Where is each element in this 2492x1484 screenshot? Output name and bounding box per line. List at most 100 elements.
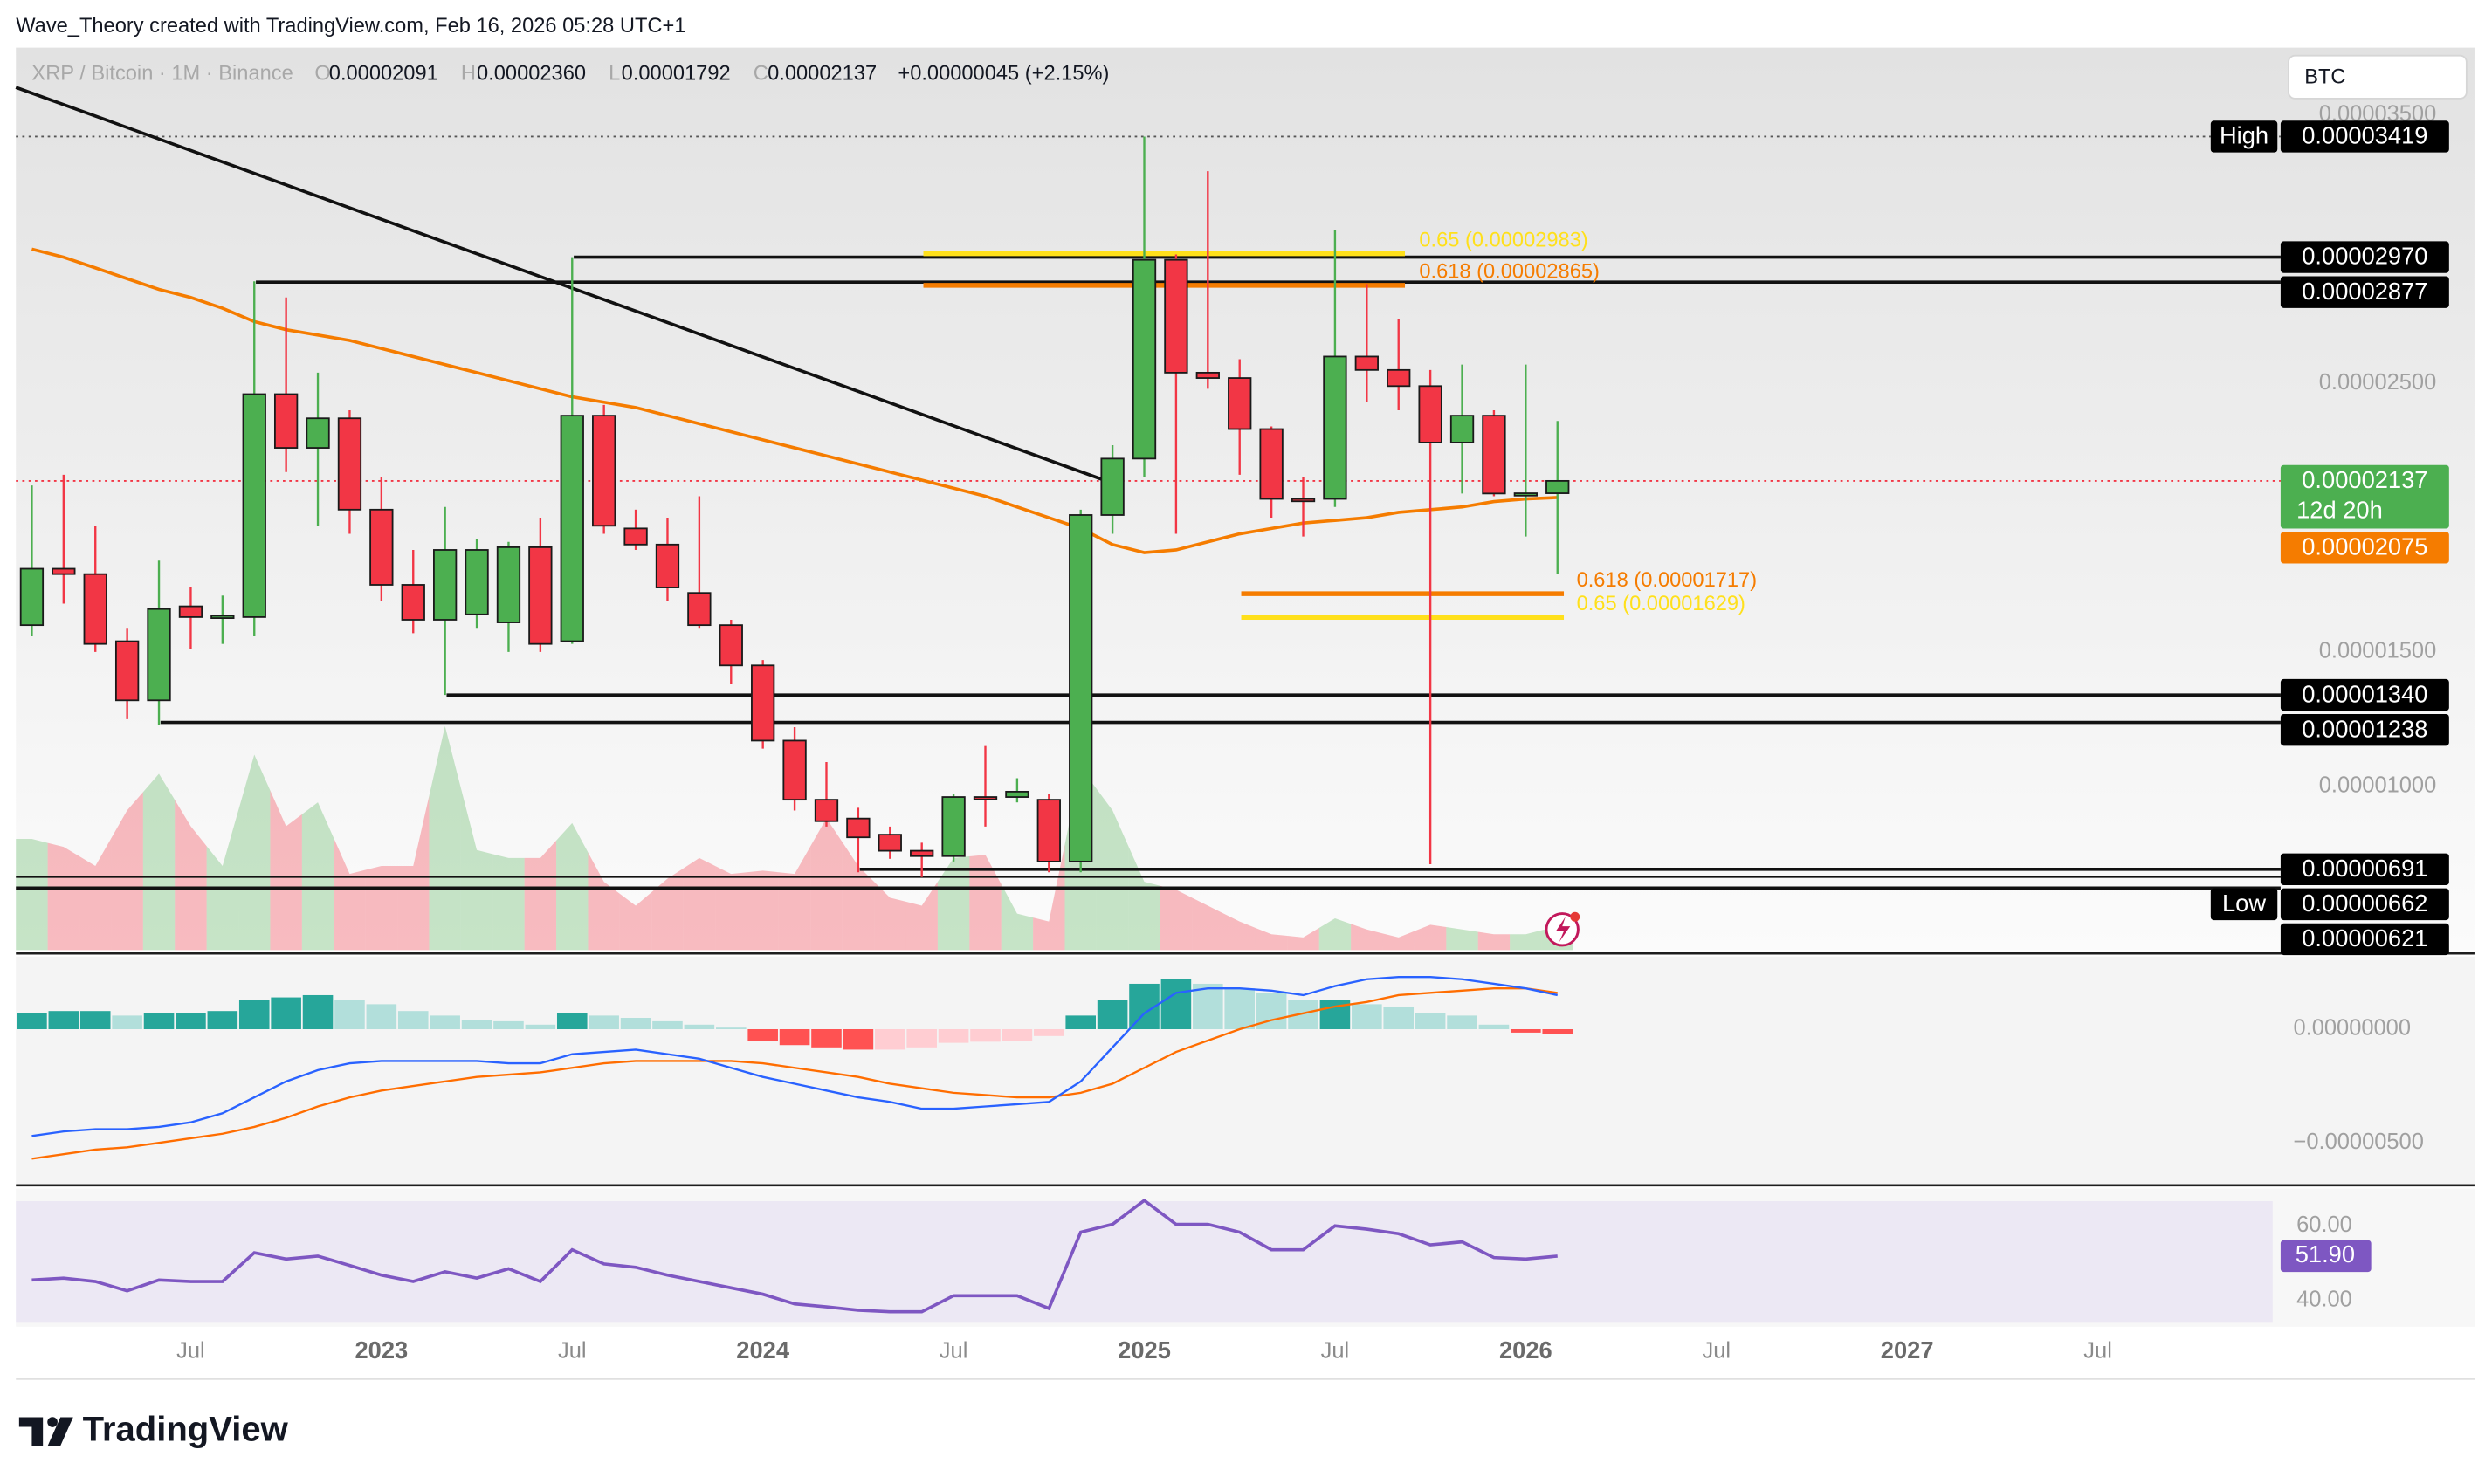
legend-value: 0.00002360 (477, 63, 586, 86)
macd-histogram-bar (747, 1029, 778, 1041)
x-tick-label: Jul (1321, 1339, 1350, 1364)
fib-label: 0.65 (0.00002983) (1419, 229, 1587, 251)
candle-body (306, 417, 330, 449)
currency-box[interactable] (2288, 54, 2468, 100)
low-tag: Low (2222, 890, 2266, 917)
candle-body (1449, 415, 1475, 443)
volume-area (492, 854, 525, 951)
level-label: 0.00002970 (2302, 243, 2427, 270)
currency[interactable]: BTC (2304, 65, 2345, 88)
fib-label: 0.65 (0.00001629) (1577, 593, 1745, 615)
volume-area (397, 795, 430, 951)
legend-change: +0.00000045 (+2.15%) (898, 63, 1109, 86)
candle-body (1005, 790, 1029, 798)
front-layer: 0.65 (0.00002983) 0.618 (0.00002865) 0.618… (31, 229, 1757, 1314)
volume-area (1033, 844, 1065, 951)
x-tick-label: Jul (176, 1339, 205, 1364)
candle-body (1069, 514, 1093, 862)
candle-body (1482, 415, 1506, 495)
volume-area (683, 857, 716, 951)
macd-histogram-bar (238, 1000, 270, 1030)
macd-histogram-bar (875, 1029, 905, 1050)
volume-area (16, 839, 48, 951)
volume-area (429, 725, 461, 951)
macd-histogram-bar (1478, 1024, 1510, 1030)
macd-histogram-bar (1193, 983, 1223, 1030)
candle-body (273, 393, 299, 449)
candle-body (941, 796, 966, 857)
brand-logo (18, 1417, 73, 1446)
low-label: 0.00000662 (2302, 890, 2427, 917)
macd-histogram-bar (302, 994, 334, 1030)
volume-area (905, 882, 938, 951)
candle-body (560, 415, 584, 642)
macd-histogram-bar (143, 1013, 175, 1030)
macd-histogram-bar (334, 1000, 365, 1030)
high-label: 0.00003419 (2302, 122, 2427, 149)
candle-body (114, 640, 140, 702)
macd-histogram-bar (589, 1015, 619, 1030)
legend-symbol: XRP / Bitcoin · 1M · Binance (31, 63, 293, 86)
volume-area (47, 842, 80, 951)
current-price-box (2280, 464, 2449, 529)
candle-body (623, 527, 648, 546)
volume-area (1001, 883, 1034, 951)
macd-histogram-bar (397, 1011, 429, 1030)
x-tick-label: Jul (1702, 1339, 1731, 1364)
candle-body (846, 817, 871, 839)
macd-histogram-bar (843, 1029, 874, 1050)
volume-area (1287, 927, 1319, 951)
current-price-label: 0.00002137 (2302, 466, 2427, 493)
volume-area (1255, 927, 1288, 951)
candle-body (52, 567, 76, 575)
macd-histogram-bar (556, 1013, 588, 1030)
macd-tick-label: 0.00000000 (2293, 1016, 2411, 1041)
price-pane (16, 47, 2475, 951)
level-box (2280, 276, 2449, 308)
candle-body (1132, 258, 1157, 460)
macd-histogram-bar (652, 1020, 683, 1030)
level-label: 0.00000691 (2302, 855, 2427, 882)
macd-histogram-bar (1288, 1000, 1318, 1030)
macd-histogram-bar (620, 1017, 651, 1030)
legend-key: O (314, 63, 330, 86)
level-box (2280, 923, 2449, 956)
macd-histogram-bar (493, 1020, 524, 1030)
current-price-countdown: 12d 20h (2296, 497, 2383, 524)
legend-value: 0.00001792 (622, 63, 731, 86)
volume-area (460, 787, 493, 951)
volume-area (874, 882, 906, 951)
volume-area (238, 754, 271, 951)
candle-body (210, 615, 235, 620)
level-box (2280, 241, 2449, 273)
level-label: 0.00001340 (2302, 680, 2427, 707)
volume-area (1446, 927, 1478, 951)
volume-area (524, 840, 557, 951)
macd-histogram-bar (779, 1029, 810, 1046)
macd-signal-line (31, 986, 1558, 1160)
moving-average-box (2280, 532, 2449, 564)
candle-body (465, 549, 489, 615)
candle-body (1354, 355, 1379, 371)
volume-area (1223, 913, 1256, 951)
macd-histogram-bar (48, 1011, 79, 1030)
legend-key: H (461, 63, 476, 86)
candle-body (337, 417, 362, 511)
candle-body (433, 549, 458, 621)
attribution: Wave_Theory created with TradingView.com… (16, 15, 685, 38)
candle-body (528, 546, 553, 645)
macd-histogram-bar (811, 1029, 842, 1048)
macd-macd-line (31, 975, 1558, 1137)
x-tick-label: 2023 (355, 1336, 408, 1364)
volume-area (365, 865, 398, 951)
level-box (2280, 713, 2449, 746)
volume-area (778, 846, 811, 951)
volume-area (301, 802, 334, 951)
fib-label: 0.618 (0.00002865) (1419, 261, 1600, 284)
volume-area (270, 790, 302, 951)
x-tick-label: Jul (940, 1339, 968, 1364)
volume-area (810, 818, 843, 951)
rsi-line (31, 1198, 1558, 1314)
candle-body (1259, 428, 1284, 500)
